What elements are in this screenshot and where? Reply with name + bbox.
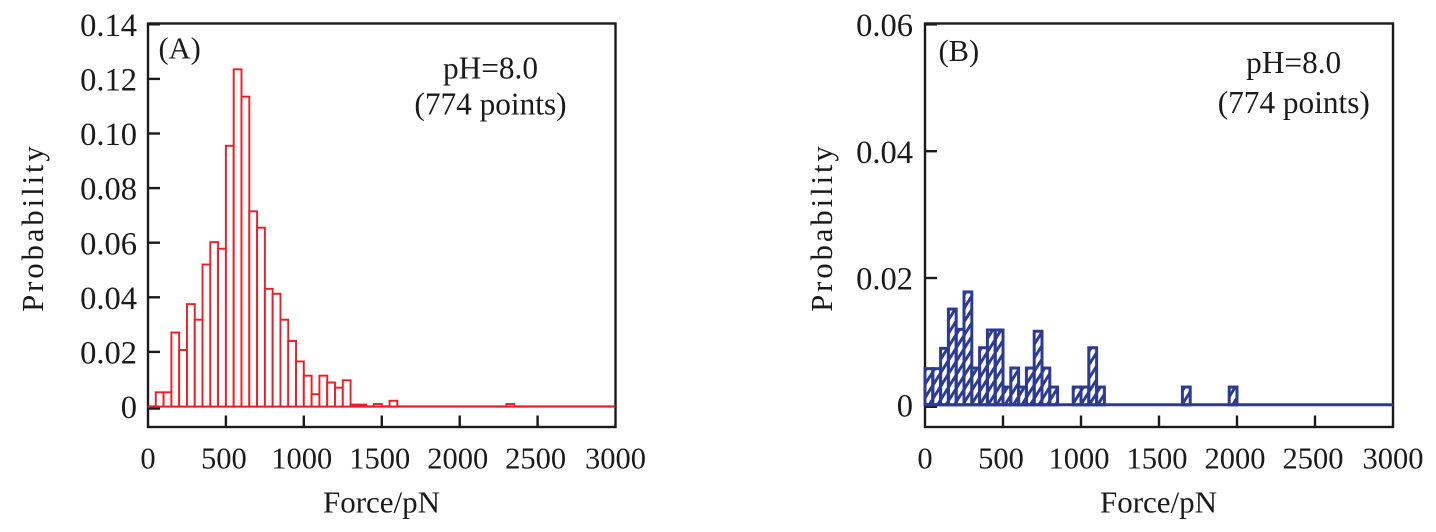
- svg-text:1000: 1000: [1049, 442, 1110, 476]
- svg-text:0.12: 0.12: [80, 63, 137, 99]
- svg-text:500: 500: [201, 442, 247, 476]
- svg-text:0.02: 0.02: [856, 262, 913, 298]
- svg-text:3000: 3000: [585, 442, 646, 476]
- svg-text:0.06: 0.06: [80, 226, 137, 262]
- svg-text:0: 0: [917, 442, 932, 476]
- svg-text:Probability: Probability: [805, 143, 839, 312]
- svg-text:2500: 2500: [1283, 442, 1344, 476]
- svg-text:0: 0: [140, 442, 155, 476]
- svg-text:Probability: Probability: [16, 143, 50, 312]
- svg-text:0.04: 0.04: [80, 281, 137, 317]
- svg-text:0.10: 0.10: [80, 117, 137, 153]
- svg-text:pH=8.0: pH=8.0: [443, 51, 538, 86]
- svg-text:3000: 3000: [1363, 442, 1424, 476]
- svg-text:0.04: 0.04: [856, 135, 913, 171]
- svg-text:500: 500: [978, 442, 1024, 476]
- svg-text:(A): (A): [159, 32, 201, 66]
- svg-text:1000: 1000: [271, 442, 332, 476]
- svg-text:Force/pN: Force/pN: [1100, 485, 1217, 520]
- svg-text:pH=8.0: pH=8.0: [1246, 45, 1341, 80]
- svg-text:0.06: 0.06: [856, 8, 913, 44]
- svg-text:0.02: 0.02: [80, 336, 137, 372]
- svg-text:Force/pN: Force/pN: [323, 485, 440, 520]
- svg-text:0.08: 0.08: [80, 172, 137, 208]
- svg-text:0: 0: [121, 390, 137, 426]
- svg-text:(774 points): (774 points): [414, 87, 566, 122]
- svg-text:2000: 2000: [427, 442, 488, 476]
- svg-text:0: 0: [897, 388, 913, 424]
- svg-text:(774 points): (774 points): [1218, 85, 1370, 120]
- svg-text:1500: 1500: [1127, 442, 1188, 476]
- svg-text:2500: 2500: [505, 442, 566, 476]
- svg-text:1500: 1500: [349, 442, 410, 476]
- svg-text:(B): (B): [939, 34, 980, 68]
- svg-text:0.14: 0.14: [80, 8, 137, 44]
- svg-text:2000: 2000: [1205, 442, 1266, 476]
